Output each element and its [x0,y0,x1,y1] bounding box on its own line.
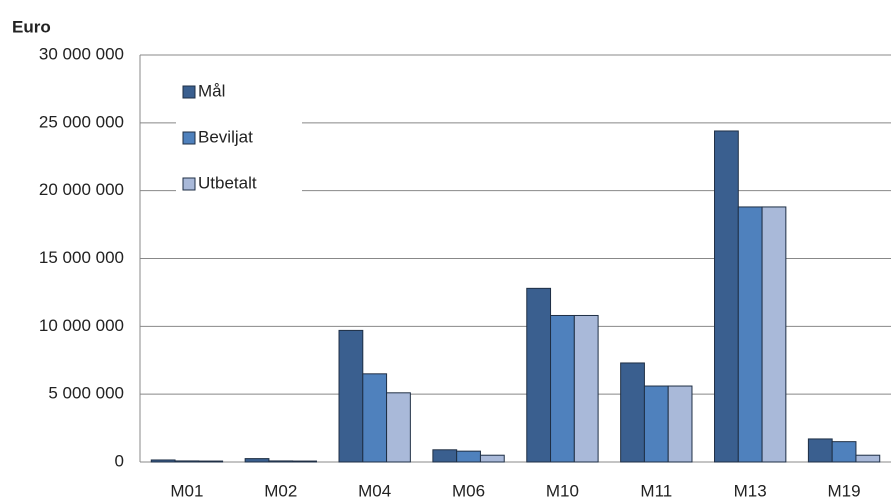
legend-swatch [182,85,196,99]
legend-box [176,68,302,200]
bar [643,385,669,463]
y-tick-label: 0 [115,451,124,470]
y-tick-label: 5 000 000 [48,384,124,403]
bar [807,438,833,463]
legend-swatch [182,177,196,191]
bar [292,460,317,463]
bar [150,459,176,463]
x-tick-label: M10 [546,481,579,500]
bar [456,450,481,463]
legend-label: Utbetalt [198,173,257,192]
bar [550,314,575,463]
bar [737,206,763,463]
x-tick-label: M06 [452,481,485,500]
bar [526,287,552,463]
bar [573,314,599,463]
bar [479,454,505,463]
x-tick-label: M11 [640,481,672,500]
bar [198,460,224,463]
x-tick-label: M02 [264,481,297,500]
bar [174,460,200,463]
bar [855,454,881,463]
y-tick-label: 20 000 000 [39,180,124,199]
bar [244,458,270,463]
legend-label: Beviljat [198,127,253,146]
x-tick-label: M04 [358,481,391,500]
x-tick-label: M01 [170,481,203,500]
bar [386,392,411,463]
bar [432,449,458,463]
legend-swatch [182,131,196,145]
bar [667,385,693,463]
y-tick-label: 10 000 000 [39,316,124,335]
bar [714,130,739,463]
bar [268,460,294,463]
bar [761,206,787,463]
legend-label: Mål [198,81,225,100]
y-tick-label: 25 000 000 [39,112,124,131]
x-tick-label: M13 [734,481,767,500]
y-tick-label: 30 000 000 [39,44,124,63]
y-axis-title: Euro [12,17,51,36]
bar [831,441,857,463]
y-tick-label: 15 000 000 [39,248,124,267]
bar [362,373,388,463]
x-tick-label: M19 [828,481,861,500]
bar [338,329,364,463]
bar [620,362,645,463]
